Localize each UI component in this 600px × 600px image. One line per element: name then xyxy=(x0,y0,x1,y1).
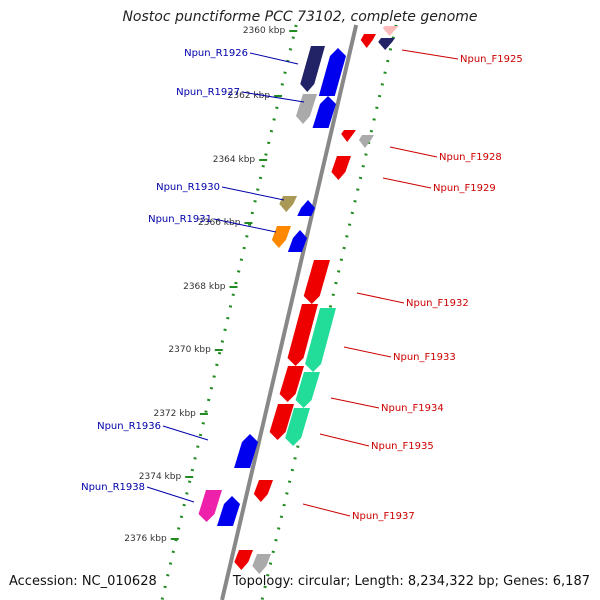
forward-gene-label: Npun_F1925 xyxy=(460,54,523,65)
genome-axis xyxy=(220,24,359,600)
gene-npun-r1926-gray xyxy=(300,46,325,92)
gene-npun-r1938-blue xyxy=(217,496,240,526)
gene-npun-f1933-red xyxy=(287,304,318,366)
forward-gene-leader xyxy=(302,503,351,517)
gene-npun-f1929 xyxy=(331,156,351,180)
reverse-gene-label: Npun_R1931 xyxy=(148,214,212,225)
gene-npun-r1930-blue xyxy=(297,200,315,216)
reverse-gene-label: Npun_R1938 xyxy=(81,482,145,493)
gene-npun-r1927-gray xyxy=(296,94,317,124)
gene-npun-r1936 xyxy=(234,434,258,468)
gene-npun-f1928-gray xyxy=(358,135,374,148)
gene-npun-f1932 xyxy=(303,260,330,304)
forward-gene-label: Npun_F1937 xyxy=(352,511,415,522)
reverse-gene-label: Npun_R1930 xyxy=(156,182,220,193)
forward-gene-leader xyxy=(343,346,392,358)
reverse-gene-leader xyxy=(249,52,299,65)
gene-npun-f1935-red xyxy=(269,404,294,440)
forward-gene-leader xyxy=(382,177,432,189)
ruler-label: 2368 kbp xyxy=(183,282,226,292)
gene-npun-f1939-red xyxy=(234,550,253,570)
gene-npun-f1925-red xyxy=(360,34,376,48)
gene-npun-r1927-blue xyxy=(312,96,336,128)
gene-npun-r1931-orange xyxy=(271,226,291,248)
gene-npun-f1937 xyxy=(253,480,273,502)
forward-gene-label: Npun_F1933 xyxy=(393,352,456,363)
gene-npun-f1934-green xyxy=(295,372,320,408)
gene-npun-r1938-magenta xyxy=(198,490,222,522)
forward-gene-leader xyxy=(330,397,380,409)
gene-npun-r1930-khaki xyxy=(279,196,297,212)
gene-npun-r1926-blue xyxy=(318,48,346,96)
forward-gene-label: Npun_F1935 xyxy=(371,441,434,452)
ruler-label: 2372 kbp xyxy=(153,409,196,419)
reverse-gene-label: Npun_R1926 xyxy=(184,48,248,59)
gene-npun-f1935-green xyxy=(285,408,310,446)
ruler-label: 2374 kbp xyxy=(139,472,182,482)
reverse-gene-leader xyxy=(241,91,305,103)
forward-track xyxy=(260,24,398,600)
gene-npun-f1939-gray xyxy=(252,554,271,574)
gene-npun-r1931-blue xyxy=(287,230,307,252)
ruler-label: 2360 kbp xyxy=(243,26,286,36)
ruler-label: 2376 kbp xyxy=(124,534,167,544)
gene-npun-f1928-red xyxy=(341,130,356,142)
reverse-gene-label: Npun_R1936 xyxy=(97,421,161,432)
forward-gene-label: Npun_F1932 xyxy=(406,298,469,309)
ruler-label: 2362 kbp xyxy=(228,91,271,101)
reverse-gene-leader xyxy=(221,186,285,201)
accession-text: Accession: NC_010628 xyxy=(9,574,157,589)
gene-npun-f1925-navy xyxy=(378,38,395,50)
ruler-label: 2370 kbp xyxy=(168,345,211,355)
ruler-label: 2366 kbp xyxy=(198,218,241,228)
map-title: Nostoc punctiforme PCC 73102, complete g… xyxy=(122,9,478,25)
reverse-gene-leader xyxy=(213,218,277,233)
forward-gene-leader xyxy=(389,146,438,158)
ruler-label: 2364 kbp xyxy=(213,155,256,165)
forward-gene-leader xyxy=(401,49,459,60)
forward-gene-leader xyxy=(319,433,370,447)
forward-gene-label: Npun_F1934 xyxy=(381,403,444,414)
forward-gene-leader xyxy=(356,292,405,304)
gene-npun-f1934-red xyxy=(279,366,304,402)
reverse-track xyxy=(160,24,298,600)
forward-gene-label: Npun_F1928 xyxy=(439,152,502,163)
forward-gene-label: Npun_F1929 xyxy=(433,183,496,194)
gene-npun-f1933-green xyxy=(305,308,336,372)
reverse-gene-label: Npun_R1927 xyxy=(176,87,240,98)
topology-text: Topology: circular; Length: 8,234,322 bp… xyxy=(232,574,590,589)
gene-npun-f1925-pink xyxy=(382,26,399,36)
reverse-gene-leader xyxy=(162,425,209,441)
reverse-gene-leader xyxy=(146,486,195,503)
